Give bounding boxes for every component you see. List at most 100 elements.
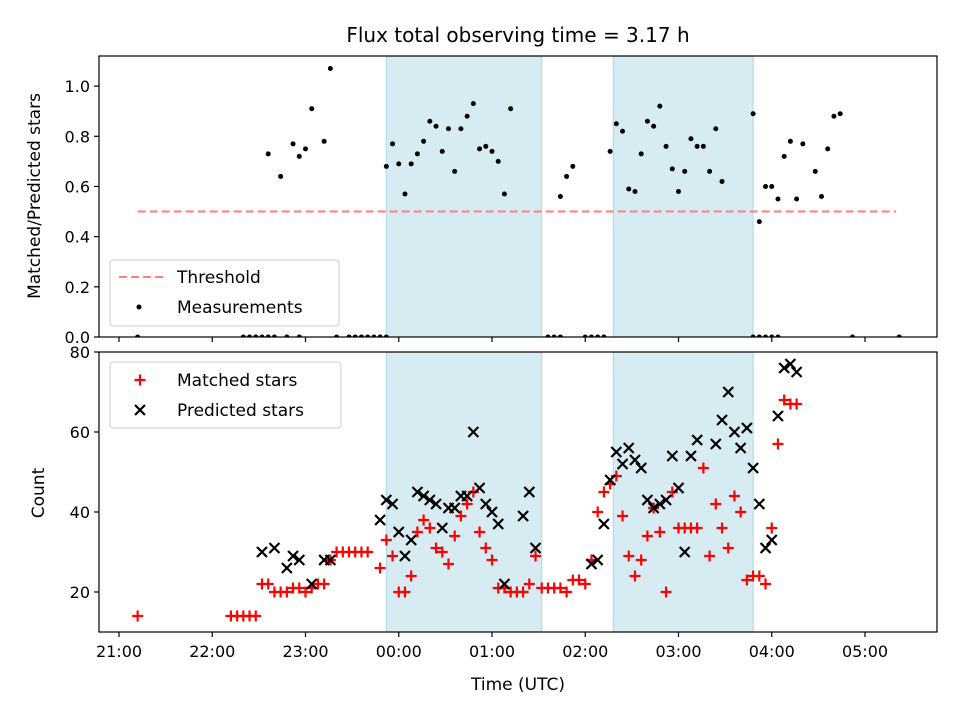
measurement-point bbox=[346, 334, 352, 337]
y-tick-label: 60 bbox=[70, 423, 90, 442]
measurement-point bbox=[700, 143, 706, 149]
matched-star-point bbox=[523, 578, 535, 590]
matched-star-point bbox=[766, 522, 778, 534]
measurement-point bbox=[557, 334, 563, 337]
measurement-point bbox=[352, 334, 358, 337]
predicted-star-point bbox=[716, 414, 728, 426]
measurement-point bbox=[421, 138, 427, 144]
matched-star-point bbox=[704, 550, 716, 562]
matched-star-point bbox=[641, 530, 653, 542]
measurement-point bbox=[657, 103, 663, 109]
predicted-star-point bbox=[790, 366, 803, 378]
x-tick-label: 23:00 bbox=[282, 642, 328, 661]
predicted-star-point bbox=[741, 422, 753, 434]
measurement-point bbox=[247, 334, 253, 337]
shaded-interval bbox=[612, 55, 754, 338]
predicted-star-point bbox=[411, 486, 424, 498]
legend-measurements-label: Measurements bbox=[177, 298, 303, 318]
matched-star-point bbox=[474, 526, 486, 538]
measurement-point bbox=[719, 178, 725, 184]
matched-star-point bbox=[480, 542, 492, 554]
measurement-point bbox=[620, 128, 626, 134]
legend: Matched stars Predicted stars bbox=[109, 361, 342, 429]
measurement-point bbox=[595, 334, 601, 337]
measurement-point bbox=[321, 138, 327, 144]
legend-measurements-swatch bbox=[136, 304, 142, 310]
predicted-star-point bbox=[784, 358, 797, 370]
predicted-star-point bbox=[492, 518, 504, 530]
measurement-point bbox=[850, 334, 856, 337]
predicted-star-point bbox=[305, 578, 318, 590]
y-tick-label: 80 bbox=[70, 343, 90, 362]
measurement-point bbox=[626, 186, 632, 192]
y-tick-label: 1.0 bbox=[65, 77, 90, 96]
measurement-point bbox=[383, 334, 389, 337]
measurement-point bbox=[781, 153, 787, 159]
measurement-point bbox=[483, 143, 489, 149]
y-tick-label: 0.8 bbox=[65, 127, 90, 146]
legend-matched-label: Matched stars bbox=[177, 371, 297, 391]
matched-star-point bbox=[716, 522, 728, 534]
y-tick-label: 0.2 bbox=[65, 278, 90, 297]
predicted-star-point bbox=[610, 446, 623, 458]
measurement-point bbox=[750, 334, 756, 337]
measurement-point bbox=[818, 194, 824, 199]
predicted-star-point bbox=[734, 442, 747, 454]
predicted-star-point bbox=[591, 554, 604, 566]
measurement-point bbox=[682, 168, 688, 174]
measurement-point bbox=[794, 196, 800, 202]
top-panel: 0.0 0.2 0.4 0.6 0.8 1.0 Threshold Measurements bbox=[65, 55, 938, 347]
measurement-point bbox=[390, 141, 396, 147]
x-tick-label: 22:00 bbox=[189, 642, 235, 661]
measurement-point bbox=[607, 148, 613, 154]
measurement-point bbox=[278, 173, 284, 179]
measurement-point bbox=[265, 151, 271, 157]
predicted-star-point bbox=[517, 510, 529, 522]
matched-star-point bbox=[728, 490, 740, 502]
measurement-point bbox=[383, 163, 389, 169]
matched-star-point bbox=[691, 522, 703, 534]
measurement-point bbox=[303, 146, 308, 152]
measurement-point bbox=[812, 168, 818, 174]
predicted-star-point bbox=[672, 482, 685, 494]
measurement-point bbox=[694, 143, 700, 149]
matched-star-point bbox=[362, 546, 374, 558]
predicted-star-point bbox=[616, 458, 629, 470]
y-tick-label: 20 bbox=[70, 583, 90, 602]
measurement-point bbox=[601, 334, 607, 337]
matched-star-point bbox=[449, 530, 461, 542]
predicted-star-point bbox=[747, 462, 759, 474]
measurement-point bbox=[787, 138, 793, 144]
axes-frame bbox=[98, 55, 938, 338]
measurement-point bbox=[775, 196, 781, 202]
legend: Threshold Measurements bbox=[109, 259, 340, 327]
measurement-point bbox=[775, 334, 781, 337]
measurement-point bbox=[477, 146, 483, 152]
measurement-point bbox=[253, 334, 259, 337]
predicted-star-point bbox=[660, 494, 672, 506]
measurement-point bbox=[644, 118, 650, 124]
matched-star-point bbox=[399, 586, 411, 598]
measurement-point bbox=[427, 118, 433, 124]
measurement-point bbox=[613, 121, 619, 127]
predicted-star-point bbox=[380, 494, 393, 506]
matched-star-point bbox=[300, 586, 311, 598]
matched-star-point bbox=[281, 586, 293, 598]
measurement-point bbox=[396, 161, 402, 167]
measurement-point bbox=[271, 334, 277, 337]
measurement-point bbox=[377, 334, 383, 337]
matched-star-point bbox=[411, 526, 423, 538]
measurement-point bbox=[756, 219, 762, 225]
measurement-point bbox=[557, 194, 563, 199]
predicted-star-point bbox=[461, 490, 473, 502]
measurement-point bbox=[800, 141, 806, 147]
matched-star-point bbox=[772, 438, 784, 450]
matched-star-point bbox=[486, 554, 498, 566]
predicted-star-point bbox=[765, 534, 778, 546]
measurement-point bbox=[135, 334, 141, 337]
matched-star-point bbox=[387, 550, 399, 562]
measurement-point bbox=[296, 334, 302, 337]
matched-star-point bbox=[561, 586, 573, 598]
measurement-point bbox=[570, 163, 576, 169]
top-y-axis-label: Matched/Predicted stars bbox=[25, 93, 45, 299]
